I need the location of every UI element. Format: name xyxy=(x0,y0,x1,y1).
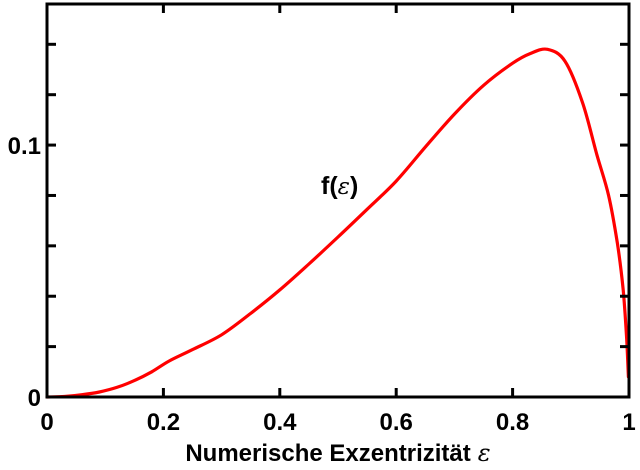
x-tick-label: 0.8 xyxy=(496,409,529,436)
x-tick-label: 0.6 xyxy=(380,409,413,436)
x-tick-label: 0.4 xyxy=(263,409,297,436)
y-tick-labels: 00.1 xyxy=(8,133,41,412)
f-epsilon-curve xyxy=(45,47,630,399)
x-tick-labels: 0 0.2 0.4 0.6 0.8 1 xyxy=(40,409,635,436)
x-axis-title: Numerische Exzentrizität ε xyxy=(185,439,490,467)
plot-frame xyxy=(45,2,631,399)
axis-ticks xyxy=(45,4,631,399)
x-tick-label: 1 xyxy=(622,409,635,436)
x-tick-label: 0.2 xyxy=(147,409,180,436)
x-tick-label: 0 xyxy=(40,409,53,436)
y-tick-label: 0 xyxy=(28,385,41,412)
y-tick-label: 0.1 xyxy=(8,133,41,160)
curve-label: f(ε) xyxy=(321,172,358,200)
